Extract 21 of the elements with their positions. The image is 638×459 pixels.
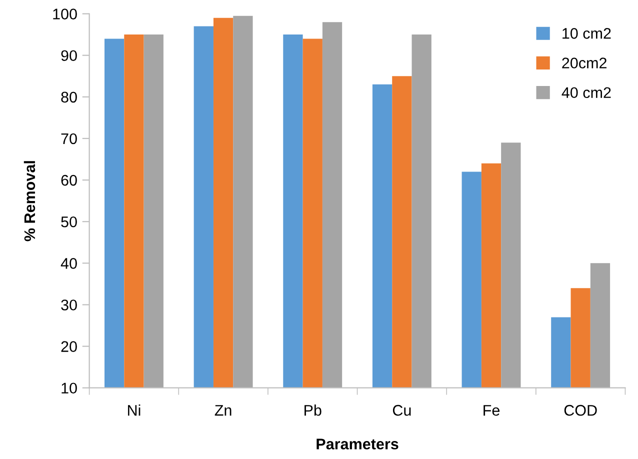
y-tick-label: 100 [53,8,77,20]
y-tick-label: 80 [61,92,77,103]
x-tick-label: Cu [392,404,411,416]
y-axis-title: % Removal [24,161,36,242]
x-tick-label: Zn [214,405,232,416]
y-tick-label: 50 [61,216,77,228]
legend-label: 40 cm2 [562,87,611,98]
legend-label: 20cm2 [562,58,606,68]
y-tick-label: 20 [61,341,77,352]
y-tick-label: 10 [62,382,77,394]
x-axis-title: Parameters [316,438,398,450]
y-tick-label: 30 [61,300,77,310]
x-tick-label: Fe [484,405,500,416]
x-tick-label: Ni [128,404,140,416]
y-tick-label: 40 [60,258,77,269]
y-tick-label: 60 [61,174,77,186]
y-tick-label: 70 [61,133,77,144]
y-tick-label: 90 [61,50,77,62]
legend-label: 10 cm2 [562,28,611,39]
x-tick-label: COD [564,404,597,416]
x-tick-label: Pb [304,404,322,416]
